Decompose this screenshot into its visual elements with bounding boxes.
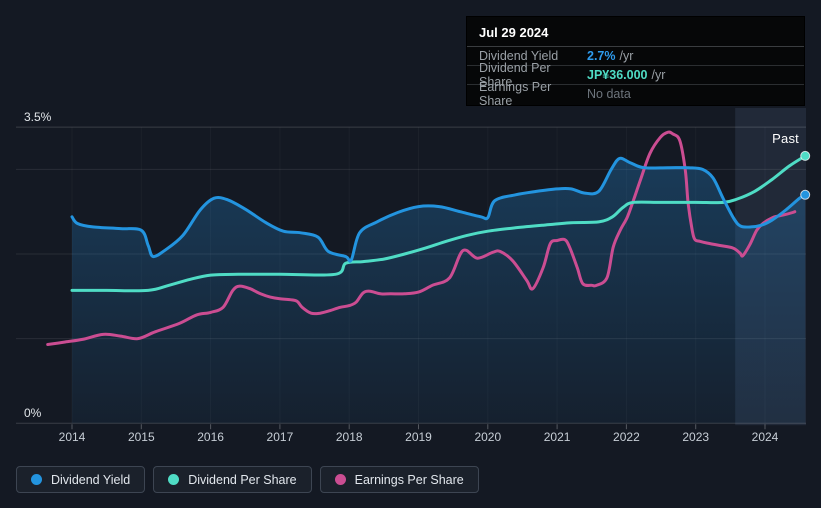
tooltip-value-suffix: /yr <box>651 68 666 82</box>
legend-toggle-dividend-per-share[interactable]: Dividend Per Share <box>153 466 312 493</box>
legend-toggle-dividend-yield[interactable]: Dividend Yield <box>16 466 146 493</box>
svg-text:0%: 0% <box>24 406 42 420</box>
x-axis-year-labels: 2014 2015 2016 2017 2018 2019 2020 2021 2022 2023… <box>59 424 779 444</box>
tooltip-row-dividend-per-share: Dividend Per Share JP¥36.000 /yr <box>467 61 804 89</box>
dividend-yield-dot-icon <box>31 474 42 485</box>
tooltip-row-dividend-yield: Dividend Yield 2.7% /yr <box>467 47 804 66</box>
tooltip-date: Jul 29 2024 <box>467 17 804 47</box>
past-period-label: Past <box>772 131 799 146</box>
series-end-dots <box>800 150 811 200</box>
tooltip-value-suffix: /yr <box>619 49 634 63</box>
chart-legend: Dividend Yield Dividend Per Share Earnin… <box>16 466 479 493</box>
legend-label: Dividend Per Share <box>188 472 297 487</box>
svg-text:2016: 2016 <box>197 430 224 444</box>
tooltip-label: Dividend Per Share <box>479 61 551 89</box>
dividend-yield-area-fill <box>72 158 806 424</box>
svg-text:2020: 2020 <box>474 430 501 444</box>
svg-text:2014: 2014 <box>59 430 86 444</box>
tooltip-value: JP¥36.000 <box>587 68 648 82</box>
tooltip-value: No data <box>587 87 631 101</box>
svg-text:2024: 2024 <box>752 430 779 444</box>
series-lines <box>46 130 807 346</box>
legend-toggle-earnings-per-share[interactable]: Earnings Per Share <box>319 466 479 493</box>
dividend-per-share-dot-icon <box>168 474 180 485</box>
svg-text:2019: 2019 <box>405 430 432 444</box>
svg-text:2023: 2023 <box>682 430 709 444</box>
svg-text:2018: 2018 <box>336 430 363 444</box>
y-axis-percent-labels: 3.5% 0% <box>24 110 52 420</box>
svg-text:2015: 2015 <box>128 430 155 444</box>
earnings-per-share-dot-icon <box>334 474 346 485</box>
legend-label: Dividend Yield <box>51 472 131 487</box>
tooltip-row-earnings-per-share: Earnings Per Share No data <box>467 80 804 108</box>
chart-tooltip: Jul 29 2024 Dividend Yield 2.7% /yr Divi… <box>466 16 805 108</box>
legend-label: Earnings Per Share <box>354 472 464 487</box>
svg-text:2017: 2017 <box>267 430 294 444</box>
svg-text:2022: 2022 <box>613 430 640 444</box>
svg-text:3.5%: 3.5% <box>24 110 52 124</box>
tooltip-label: Dividend Yield <box>479 49 559 63</box>
tooltip-label: Earnings Per Share <box>479 80 552 108</box>
tooltip-value: 2.7% <box>587 49 616 63</box>
svg-text:2021: 2021 <box>544 430 571 444</box>
